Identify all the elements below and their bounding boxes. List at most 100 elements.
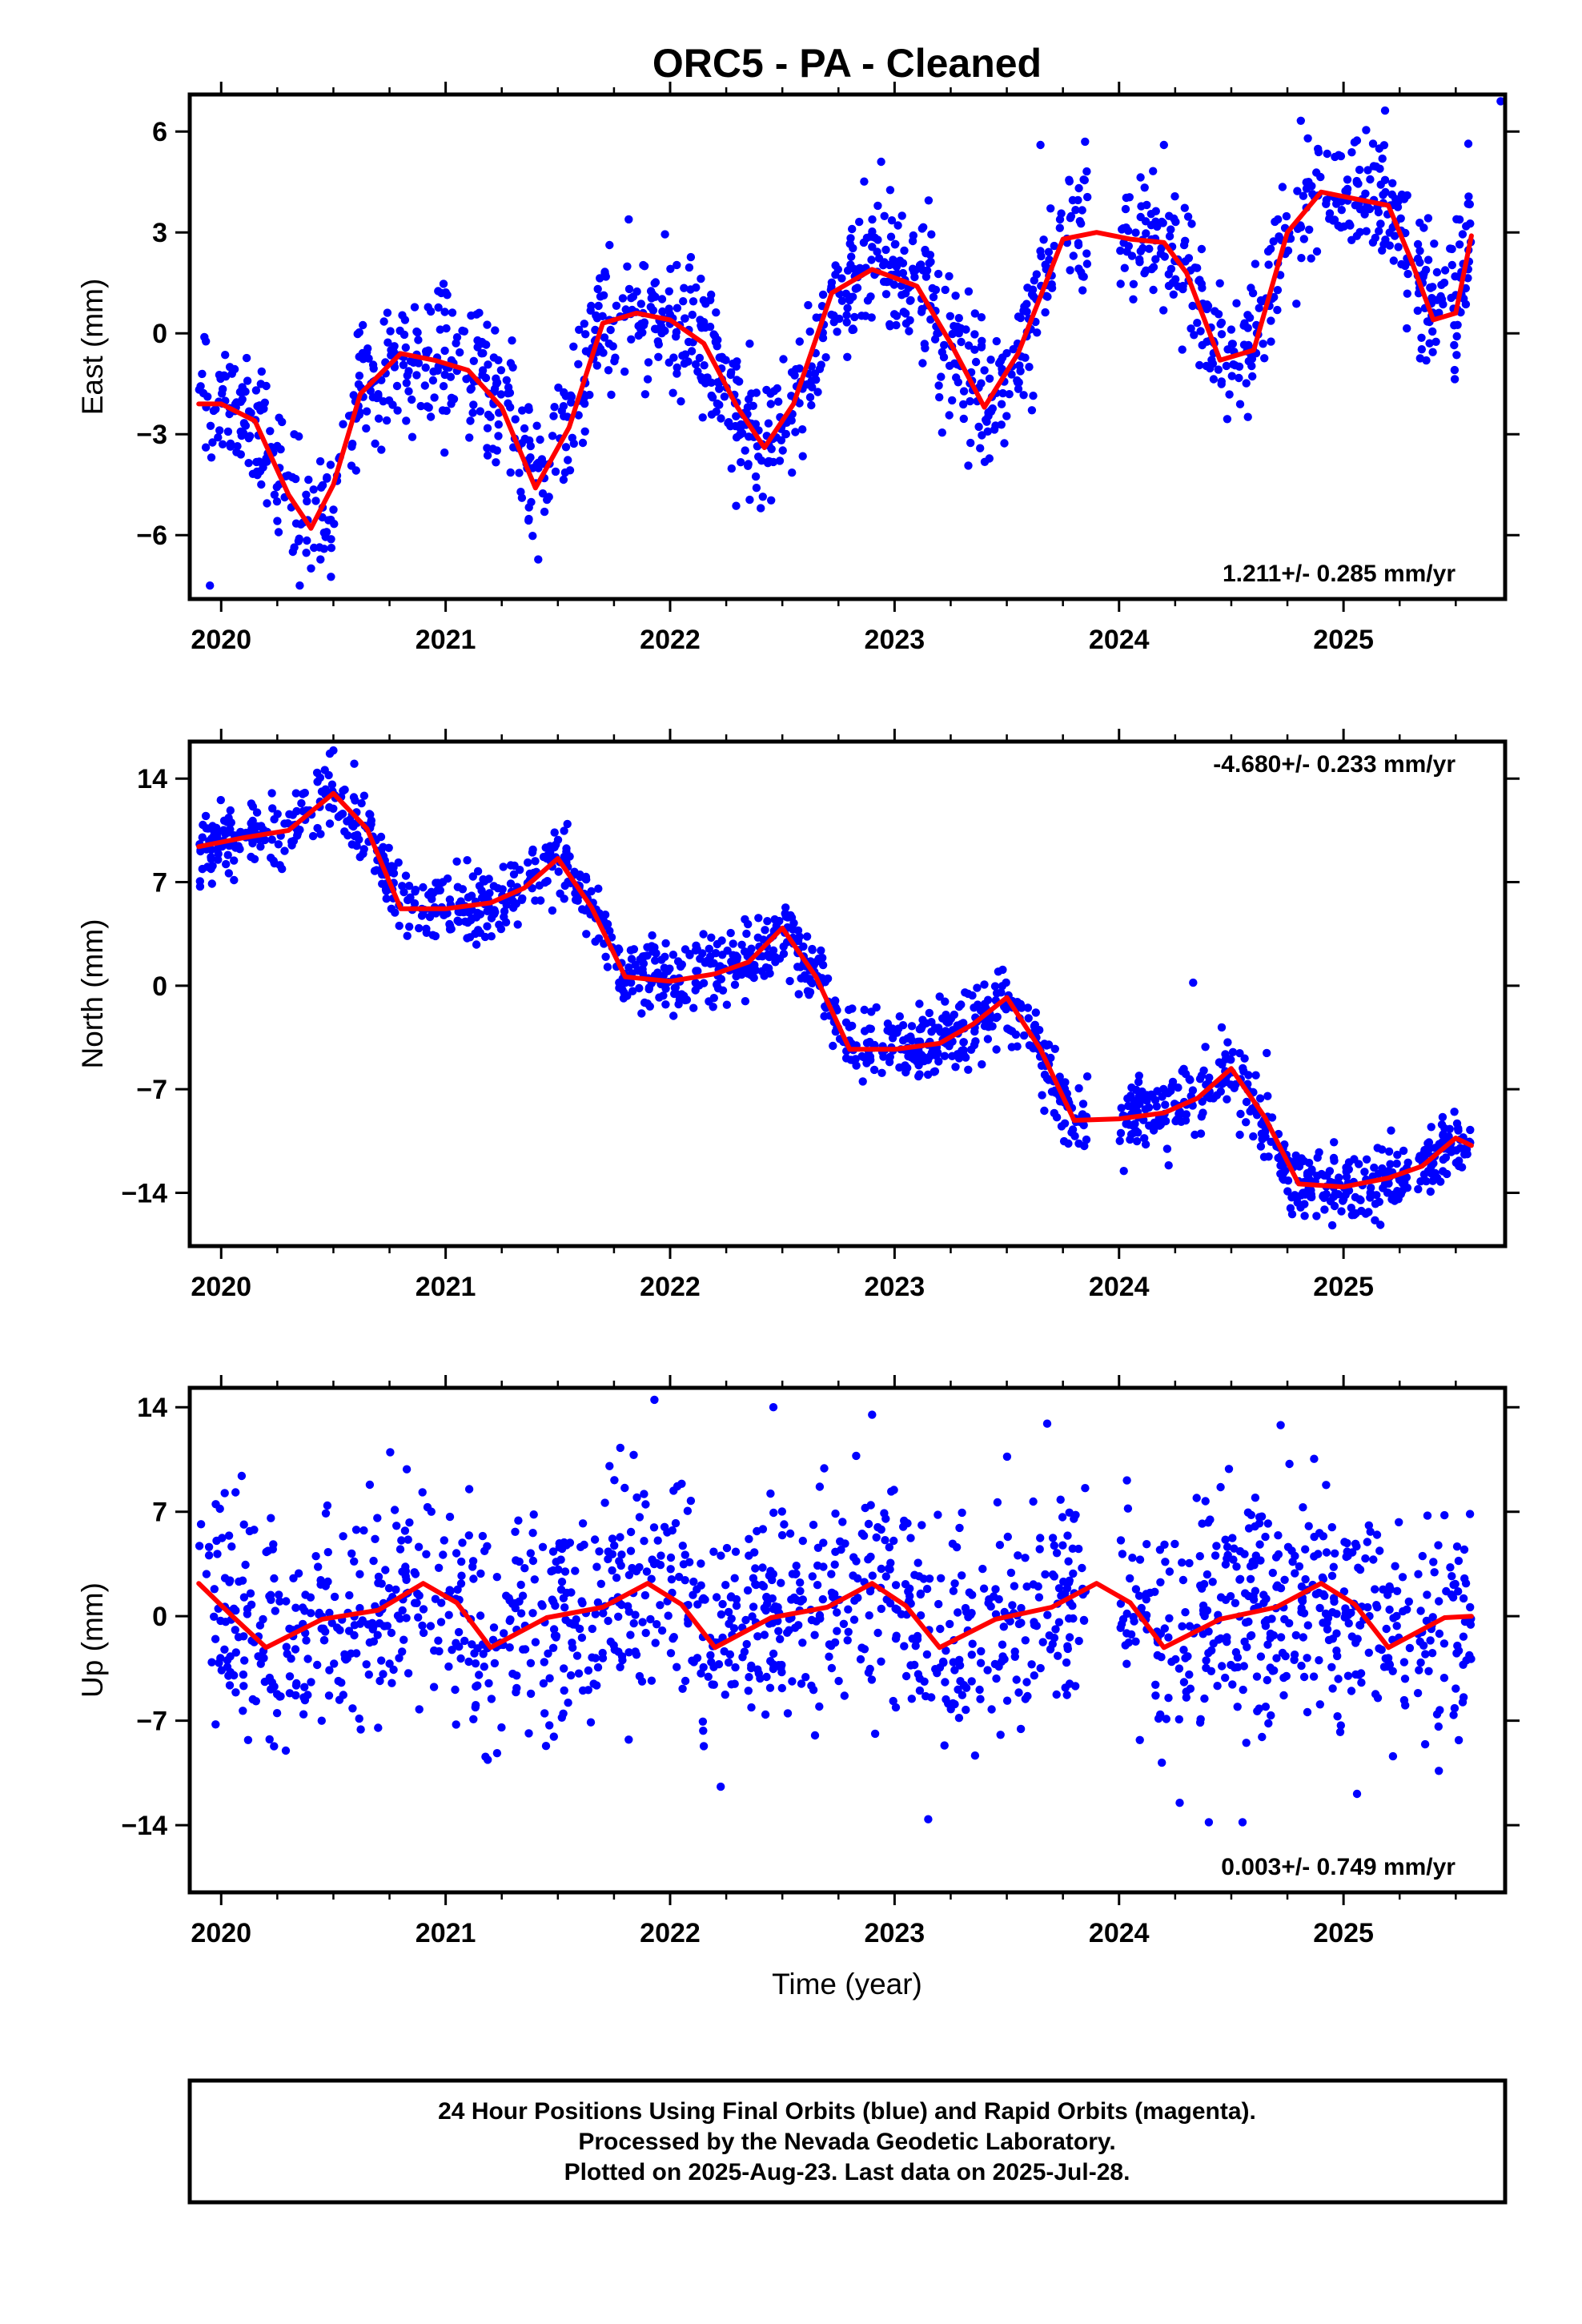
data-point	[535, 881, 544, 890]
data-point	[692, 941, 701, 951]
data-point	[998, 388, 1007, 398]
data-point	[594, 884, 603, 893]
data-point	[1069, 251, 1078, 260]
data-point	[645, 1002, 654, 1011]
data-point	[402, 1614, 411, 1622]
data-point	[1217, 318, 1227, 328]
data-point	[559, 475, 568, 485]
data-point	[1279, 1691, 1288, 1700]
data-point	[1171, 275, 1180, 283]
data-point	[560, 1664, 568, 1673]
data-point	[1450, 365, 1460, 375]
data-point	[946, 1619, 954, 1629]
data-point	[762, 385, 771, 395]
data-point	[643, 375, 652, 384]
data-point	[1342, 1552, 1351, 1562]
data-point	[1455, 215, 1464, 224]
data-point	[679, 1560, 689, 1569]
data-point	[689, 1003, 698, 1012]
data-point	[524, 1729, 533, 1738]
data-point	[1452, 332, 1461, 341]
data-point	[844, 1605, 853, 1614]
data-point	[1378, 246, 1387, 255]
data-point	[1014, 384, 1023, 393]
data-point	[758, 1563, 767, 1572]
data-point	[718, 951, 727, 959]
data-point	[536, 435, 544, 444]
data-point	[1259, 340, 1267, 348]
data-point	[512, 1687, 520, 1697]
data-point	[515, 468, 524, 477]
data-point	[316, 1576, 325, 1585]
data-point	[1315, 1603, 1324, 1613]
data-point	[673, 260, 681, 270]
data-point	[1016, 313, 1026, 323]
data-point	[1251, 1551, 1261, 1560]
data-point	[927, 1048, 937, 1057]
data-point	[1197, 279, 1207, 288]
data-point	[1261, 1532, 1270, 1542]
data-point	[227, 1542, 236, 1551]
data-point	[1161, 1558, 1170, 1566]
data-point	[1116, 1536, 1126, 1545]
data-point	[1400, 1675, 1410, 1683]
data-point	[1142, 1595, 1151, 1604]
data-point	[525, 869, 534, 879]
data-point	[379, 842, 387, 852]
data-point	[1159, 306, 1168, 315]
data-point	[868, 227, 877, 236]
data-point	[600, 1498, 609, 1507]
data-point	[464, 1485, 474, 1494]
data-point	[469, 356, 478, 365]
data-point	[445, 895, 455, 904]
data-point	[1275, 1154, 1285, 1164]
data-point	[1198, 1519, 1207, 1528]
data-point	[1041, 308, 1050, 317]
data-point	[1395, 1176, 1404, 1184]
data-point	[483, 1542, 492, 1551]
data-point	[1369, 1555, 1378, 1564]
data-point	[1351, 1539, 1360, 1549]
data-point	[988, 1022, 997, 1031]
data-point	[1029, 392, 1038, 400]
data-point	[930, 335, 940, 344]
data-point	[592, 311, 600, 320]
data-point	[648, 931, 656, 940]
data-point	[781, 429, 790, 439]
data-point	[742, 1639, 751, 1649]
data-point	[697, 1581, 705, 1590]
data-point	[1447, 293, 1456, 303]
data-point	[272, 1709, 282, 1718]
data-point	[1063, 1644, 1073, 1654]
data-point	[306, 1593, 315, 1602]
up-fit-line	[196, 1581, 1474, 1651]
data-point	[921, 344, 930, 352]
y-tick-label: 7	[152, 1498, 167, 1528]
data-point	[243, 376, 252, 385]
data-point	[270, 490, 279, 499]
data-point	[1082, 1135, 1091, 1144]
data-point	[198, 369, 207, 379]
footer-box: 24 Hour Positions Using Final Orbits (bl…	[187, 2078, 1508, 2205]
data-point	[900, 246, 909, 255]
data-point	[1440, 1510, 1449, 1520]
data-point	[549, 412, 558, 420]
data-point	[698, 413, 707, 422]
data-point	[560, 1686, 568, 1695]
data-point	[883, 1026, 892, 1035]
data-point	[761, 1606, 770, 1615]
data-point	[484, 410, 493, 420]
data-point	[877, 157, 885, 167]
data-point	[976, 1695, 985, 1703]
data-point	[913, 1670, 923, 1679]
data-point	[945, 271, 954, 281]
data-point	[829, 1041, 837, 1051]
data-point	[699, 930, 708, 939]
data-point	[223, 850, 232, 859]
data-point	[757, 967, 766, 976]
data-point	[1389, 256, 1399, 265]
data-point	[741, 997, 750, 1006]
data-point	[592, 361, 601, 370]
data-point	[934, 1057, 943, 1066]
data-point	[996, 1731, 1005, 1739]
